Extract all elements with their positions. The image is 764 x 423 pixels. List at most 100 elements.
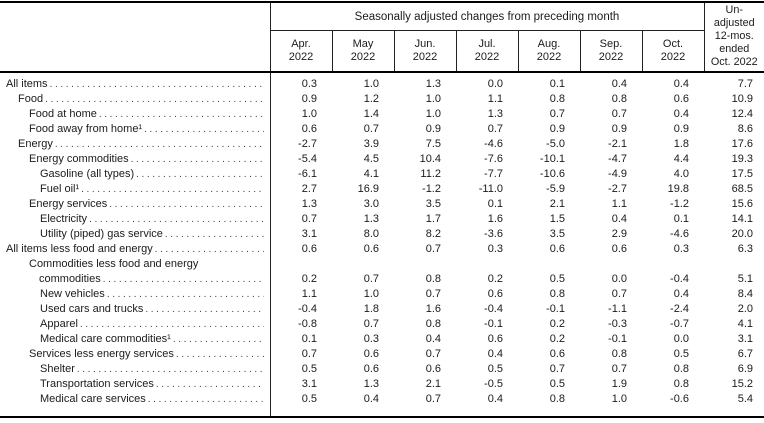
value-month-3: 0.0 [487, 78, 503, 90]
value-month-0: -6.1 [298, 168, 317, 180]
value-month-2: 1.3 [425, 78, 441, 90]
row-label-cell: Medical care commodities¹ [0, 332, 271, 347]
value-month-2: 0.9 [425, 123, 441, 135]
value-12mo: 6.7 [737, 348, 753, 360]
dot-leader [131, 152, 264, 167]
value-month-5: 0.4 [611, 213, 627, 225]
value-month-2: 11.2 [420, 168, 441, 180]
value-month-6: 4.4 [673, 153, 689, 165]
value-month-6: -0.6 [670, 393, 689, 405]
row-label-cell: Transportation services [0, 377, 271, 392]
value-month-2: 0.7 [425, 348, 441, 360]
value-month-1: 16.9 [357, 183, 379, 195]
dot-leader [89, 212, 263, 227]
value-12mo: 2.0 [737, 303, 753, 315]
value-month-1: 0.6 [363, 348, 379, 360]
value-month-5: 1.0 [611, 393, 627, 405]
value-month-1: 0.3 [363, 333, 379, 345]
value-month-3: 0.3 [487, 243, 503, 255]
dot-leader [155, 242, 264, 257]
dot-leader [50, 77, 264, 92]
row-label-cell: Commodities less food and energy commodi… [0, 257, 271, 287]
dot-leader [107, 287, 264, 302]
value-month-2: -1.2 [422, 183, 441, 195]
value-month-6: 0.0 [673, 333, 689, 345]
value-month-1: 1.3 [363, 213, 379, 225]
value-month-2: 1.0 [425, 93, 441, 105]
row-label-cell: Food [0, 92, 271, 107]
value-month-4: 2.1 [549, 198, 565, 210]
value-month-5: 0.7 [611, 108, 627, 120]
value-month-1: 4.5 [363, 153, 379, 165]
table-row: Energy services 1.3 3.0 3.5 0.1 2.1 1.1 -1.2 15… [0, 197, 764, 212]
value-month-3: -0.4 [484, 303, 503, 315]
value-month-5: -4.7 [608, 153, 627, 165]
value-month-3: -0.5 [484, 378, 503, 390]
row-label-cell: Gasoline (all types) [0, 167, 271, 182]
table-row: Energy commodities -5.4 4.5 10.4 -7.6 -10.1 -… [0, 152, 764, 167]
value-month-3: -0.1 [484, 318, 503, 330]
row-label-cell: All items [0, 72, 271, 92]
value-month-3: 0.6 [487, 333, 503, 345]
header-group-row: Seasonally adjusted changes from precedi… [0, 2, 764, 72]
dot-leader [176, 347, 264, 362]
value-month-1: 0.7 [363, 123, 379, 135]
value-month-6: 0.8 [673, 363, 689, 375]
value-month-4: 0.2 [549, 333, 565, 345]
value-month-4: 0.8 [549, 288, 565, 300]
value-month-3: 0.5 [487, 363, 503, 375]
value-12mo: 19.3 [731, 153, 753, 165]
table-row: Energy -2.7 3.9 7.5 -4.6 -5.0 -2.1 1.8 17.6 [0, 137, 764, 152]
value-month-0: 3.1 [301, 228, 317, 240]
value-month-6: -0.4 [670, 273, 689, 285]
value-month-6: 0.3 [673, 243, 689, 255]
row-label-cell: Shelter [0, 362, 271, 377]
dot-leader [77, 362, 264, 377]
value-month-1: 1.0 [363, 78, 379, 90]
value-month-5: -1.1 [608, 303, 627, 315]
value-month-3: -11.0 [478, 183, 503, 195]
value-month-1: 3.0 [363, 198, 379, 210]
row-label: All items [6, 78, 48, 90]
value-month-2: 0.7 [425, 243, 441, 255]
row-label-cell: Apparel [0, 317, 271, 332]
value-12mo: 5.4 [737, 393, 753, 405]
row-label-cell: Electricity [0, 212, 271, 227]
value-month-4: 0.9 [549, 123, 565, 135]
value-12mo: 15.6 [731, 198, 753, 210]
value-month-4: 1.5 [549, 213, 565, 225]
value-month-1: 0.7 [363, 318, 379, 330]
table-row: Food away from home¹ 0.6 0.7 0.9 0.7 0.9 0.9 0… [0, 122, 764, 137]
month-header-sep: Sep. 2022 [579, 30, 642, 72]
value-month-4: -5.0 [546, 138, 565, 150]
row-label: Energy [18, 138, 53, 150]
value-month-5: 0.7 [611, 288, 627, 300]
value-month-2: 1.7 [425, 213, 441, 225]
value-month-2: 0.7 [425, 288, 441, 300]
dot-leader [145, 302, 263, 317]
value-month-6: -2.4 [670, 303, 689, 315]
value-month-0: 2.7 [301, 183, 317, 195]
month-header-aug: Aug. 2022 [517, 30, 580, 72]
row-label: Energy services [29, 198, 108, 210]
row-label-cell: Utility (piped) gas service [0, 227, 271, 242]
value-month-6: 1.8 [673, 138, 689, 150]
value-month-3: -7.7 [484, 168, 503, 180]
value-month-0: 0.5 [301, 363, 317, 375]
value-month-5: -2.7 [608, 183, 627, 195]
value-month-1: 1.2 [363, 93, 379, 105]
value-month-4: 0.6 [549, 243, 565, 255]
value-month-2: 1.0 [425, 108, 441, 120]
value-month-6: -4.6 [670, 228, 689, 240]
row-label: Medical care services [40, 393, 146, 405]
row-label-cell: Energy [0, 137, 271, 152]
row-label-cell: Used cars and trucks [0, 302, 271, 317]
value-month-5: -4.9 [608, 168, 627, 180]
table-row: Used cars and trucks -0.4 1.8 1.6 -0.4 -0.1 -… [0, 302, 764, 317]
value-12mo: 8.4 [737, 288, 753, 300]
month-header-jun: Jun. 2022 [393, 30, 456, 72]
value-month-0: 0.7 [301, 348, 317, 360]
table-row: Fuel oil¹ 2.7 16.9 -1.2 -11.0 -5.9 -2.7 19.8 68… [0, 182, 764, 197]
row-label: Transportation services [40, 378, 154, 390]
value-12mo: 8.6 [737, 123, 753, 135]
